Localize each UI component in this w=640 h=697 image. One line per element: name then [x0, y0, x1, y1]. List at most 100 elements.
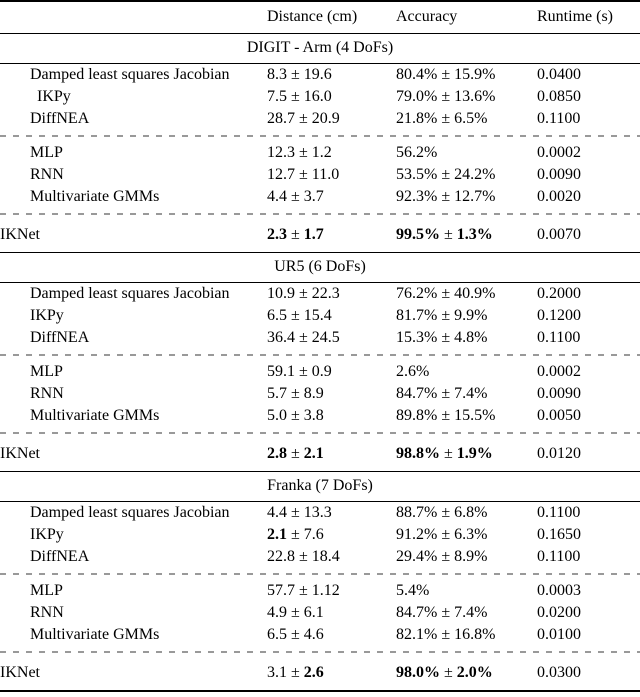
method-name: RNN [30, 166, 64, 183]
group-divider-row [0, 130, 640, 142]
section-title: UR5 (6 DoFs) [0, 252, 640, 283]
accuracy-value: 2.6% [396, 361, 537, 383]
distance-value: 5.0 ± 3.8 [267, 407, 324, 424]
accuracy-value-mean: 53.5% [396, 166, 438, 183]
distance-value-mean: 6.5 [267, 307, 287, 324]
distance-value-std: 11.0 [311, 166, 340, 183]
distance-value-mean: 4.9 [267, 604, 287, 621]
accuracy-value-std: 15.9% [454, 66, 496, 83]
distance-value-std: 1.7 [303, 226, 324, 243]
distance-value: 2.3 ± 1.7 [267, 226, 324, 243]
method-name: Damped least squares Jacobian [30, 504, 230, 521]
section-title: DIGIT - Arm (4 DoFs) [0, 33, 640, 64]
accuracy-value: 84.7% ± 7.4% [396, 385, 488, 402]
method-name: IKNet [0, 445, 40, 462]
group-divider-row [0, 646, 640, 658]
accuracy-value-std: 12.7% [454, 188, 496, 205]
method-name: Multivariate GMMs [30, 626, 160, 643]
accuracy-value-mean: 89.8% [396, 407, 438, 424]
table-row: DiffNEA 22.8 ± 18.4 29.4% ± 8.9% 0.1100 [0, 546, 640, 568]
table-row: DiffNEA 36.4 ± 24.5 15.3% ± 4.8% 0.1100 [0, 327, 640, 349]
distance-value-mean: 28.7 [267, 110, 295, 127]
accuracy-value: 81.7% ± 9.9% [396, 307, 488, 324]
distance-value-mean: 5.0 [267, 407, 287, 424]
distance-value-mean: 2.1 [267, 526, 287, 543]
runtime-value: 0.1100 [537, 548, 581, 565]
method-name: MLP [30, 363, 63, 380]
distance-value: 36.4 ± 24.5 [267, 329, 340, 346]
accuracy-value-mean: 5.4% [396, 582, 430, 599]
accuracy-value-std: 13.6% [454, 88, 496, 105]
accuracy-value-std: 9.9% [454, 307, 488, 324]
distance-value-std: 18.4 [311, 548, 340, 565]
accuracy-value: 98.0% ± 2.0% [396, 664, 493, 681]
distance-value: 2.1 ± 7.6 [267, 526, 324, 543]
accuracy-value-std: 6.3% [454, 526, 488, 543]
dashed-divider [0, 135, 640, 137]
runtime-value: 0.0200 [537, 604, 581, 621]
accuracy-value: 89.8% ± 15.5% [396, 407, 496, 424]
column-header-method [0, 1, 267, 34]
distance-value-mean: 57.7 [267, 582, 295, 599]
distance-value: 8.3 ± 19.6 [267, 66, 332, 83]
accuracy-value-std: 7.4% [454, 385, 488, 402]
accuracy-value: 5.4% [396, 580, 537, 602]
accuracy-value-mean: 98.8% [396, 445, 440, 462]
accuracy-value-mean: 98.0% [396, 664, 440, 681]
distance-value: 4.4 ± 13.3 [267, 504, 332, 521]
distance-value-mean: 2.8 [267, 445, 287, 462]
distance-value: 28.7 ± 20.9 [267, 110, 340, 127]
method-name: IKPy [30, 307, 64, 324]
column-header-distance: Distance (cm) [267, 1, 396, 34]
accuracy-value: 29.4% ± 8.9% [396, 548, 488, 565]
table-row: Multivariate GMMs 5.0 ± 3.8 89.8% ± 15.5% 0… [0, 405, 640, 427]
distance-value-std: 13.3 [303, 504, 332, 521]
distance-value-std: 2.1 [303, 445, 324, 462]
runtime-value: 0.1100 [537, 329, 581, 346]
accuracy-value-std: 4.8% [454, 329, 488, 346]
distance-value: 22.8 ± 18.4 [267, 548, 340, 565]
table-row: MLP 12.3 ± 1.2 56.2% 0.0002 [0, 142, 640, 164]
distance-value-mean: 6.5 [267, 626, 287, 643]
distance-value-std: 16.0 [303, 88, 332, 105]
distance-value: 12.3 ± 1.2 [267, 144, 332, 161]
accuracy-value-std: 15.5% [454, 407, 496, 424]
method-name: IKPy [37, 88, 71, 105]
group-divider-row [0, 427, 640, 439]
method-name: IKNet [0, 226, 40, 243]
runtime-value: 0.0850 [537, 88, 581, 105]
distance-value-std: 4.6 [303, 626, 324, 643]
runtime-value: 0.0400 [537, 66, 581, 83]
distance-value-std: 1.12 [311, 582, 340, 599]
distance-value: 4.9 ± 6.1 [267, 604, 324, 621]
table-row: Damped least squares Jacobian 8.3 ± 19.6 8… [0, 64, 640, 87]
accuracy-value-std: 40.9% [454, 285, 496, 302]
accuracy-value: 15.3% ± 4.8% [396, 329, 488, 346]
distance-value: 4.4 ± 3.7 [267, 188, 324, 205]
distance-value-std: 22.3 [311, 285, 340, 302]
distance-value-std: 19.6 [303, 66, 332, 83]
distance-value-std: 24.5 [311, 329, 340, 346]
method-name: DiffNEA [30, 110, 90, 127]
accuracy-value-mean: 79.0% [396, 88, 438, 105]
accuracy-value-std: 6.8% [454, 504, 488, 521]
accuracy-value-mean: 81.7% [396, 307, 438, 324]
runtime-value: 0.0300 [537, 664, 581, 681]
table-row: IKPy 6.5 ± 15.4 81.7% ± 9.9% 0.1200 [0, 305, 640, 327]
runtime-value: 0.1200 [537, 307, 581, 324]
table-row: IKPy 2.1 ± 7.6 91.2% ± 6.3% 0.1650 [0, 524, 640, 546]
method-name: MLP [30, 582, 63, 599]
runtime-value: 0.0003 [537, 582, 581, 599]
accuracy-value-mean: 88.7% [396, 504, 438, 521]
group-divider-row [0, 568, 640, 580]
table-row: RNN 4.9 ± 6.1 84.7% ± 7.4% 0.0200 [0, 602, 640, 624]
table-row: MLP 59.1 ± 0.9 2.6% 0.0002 [0, 361, 640, 383]
distance-value-mean: 2.3 [267, 226, 287, 243]
table-row: Damped least squares Jacobian 10.9 ± 22.3… [0, 283, 640, 306]
table-row: RNN 5.7 ± 8.9 84.7% ± 7.4% 0.0090 [0, 383, 640, 405]
distance-value-mean: 4.4 [267, 188, 287, 205]
distance-value-std: 8.9 [303, 385, 324, 402]
runtime-value: 0.1650 [537, 526, 581, 543]
dashed-divider [0, 573, 640, 575]
method-name: DiffNEA [30, 329, 90, 346]
